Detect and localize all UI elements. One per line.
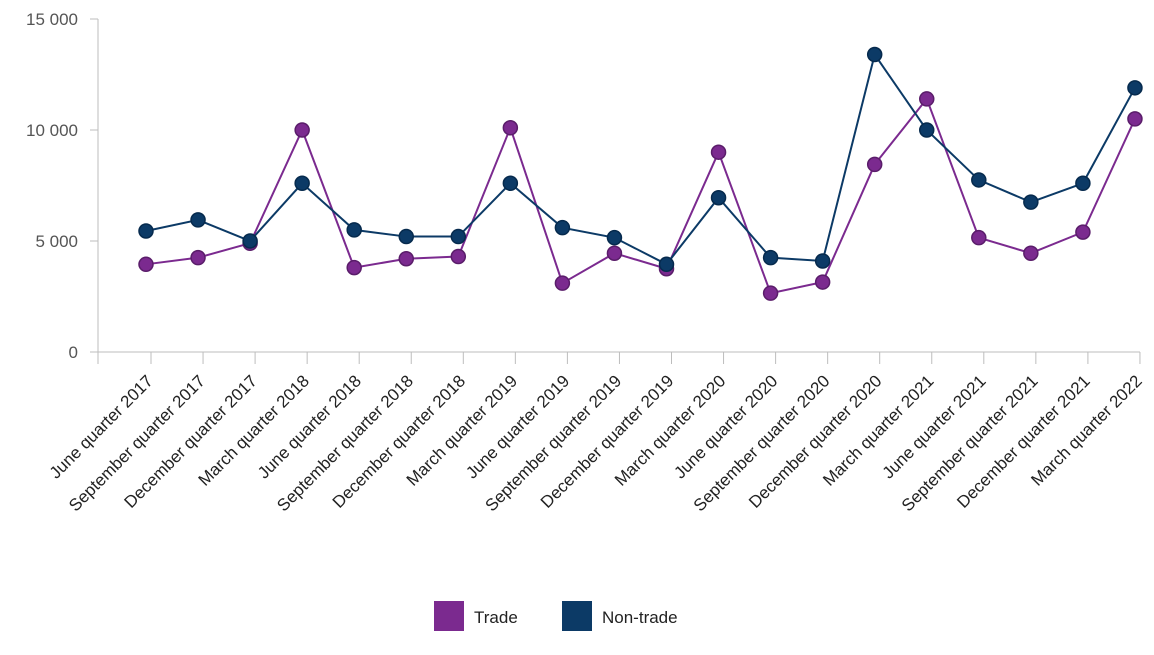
data-point bbox=[1127, 80, 1143, 96]
data-point bbox=[450, 248, 467, 265]
data-point bbox=[502, 175, 519, 192]
data-point bbox=[866, 46, 883, 63]
data-point bbox=[606, 245, 623, 261]
series-layer bbox=[138, 46, 1143, 301]
data-point bbox=[1075, 175, 1091, 192]
data-point bbox=[866, 156, 883, 173]
legend-swatch bbox=[434, 601, 464, 631]
data-point bbox=[346, 222, 362, 238]
data-point bbox=[814, 274, 831, 290]
data-point bbox=[1127, 111, 1143, 127]
data-point bbox=[398, 251, 414, 267]
data-point bbox=[710, 144, 727, 160]
data-point bbox=[1023, 194, 1039, 210]
data-point bbox=[190, 212, 206, 228]
data-point bbox=[554, 275, 571, 291]
y-tick-label: 0 bbox=[69, 343, 78, 362]
series-line bbox=[145, 96, 1136, 295]
data-point bbox=[138, 256, 154, 273]
data-point bbox=[919, 122, 935, 138]
data-point bbox=[398, 228, 414, 245]
series-non-trade bbox=[138, 46, 1143, 273]
data-point bbox=[138, 223, 154, 239]
data-point bbox=[658, 256, 675, 273]
legend-label: Trade bbox=[474, 608, 518, 627]
series-line bbox=[145, 52, 1136, 266]
data-point bbox=[762, 285, 779, 301]
y-tick-label: 10 000 bbox=[26, 121, 78, 140]
data-point bbox=[554, 219, 571, 236]
data-point bbox=[242, 233, 258, 249]
legend-swatch bbox=[562, 601, 592, 631]
data-point bbox=[1075, 224, 1091, 240]
data-point bbox=[450, 228, 467, 245]
data-point bbox=[294, 175, 310, 192]
y-tick-label: 15 000 bbox=[26, 10, 78, 29]
data-point bbox=[502, 120, 519, 136]
data-point bbox=[1023, 245, 1039, 261]
data-point bbox=[814, 253, 831, 269]
data-point bbox=[190, 249, 206, 266]
legend: Trade Non-trade bbox=[434, 601, 678, 631]
data-point bbox=[710, 189, 727, 206]
data-point bbox=[919, 91, 935, 107]
data-point bbox=[606, 229, 623, 246]
legend-label: Non-trade bbox=[602, 608, 678, 627]
data-point bbox=[971, 229, 987, 246]
data-point bbox=[294, 122, 310, 138]
data-point bbox=[762, 249, 779, 266]
series-trade bbox=[138, 91, 1143, 301]
data-point bbox=[971, 172, 987, 188]
y-tick-label: 5 000 bbox=[35, 232, 78, 251]
data-point bbox=[346, 259, 362, 276]
